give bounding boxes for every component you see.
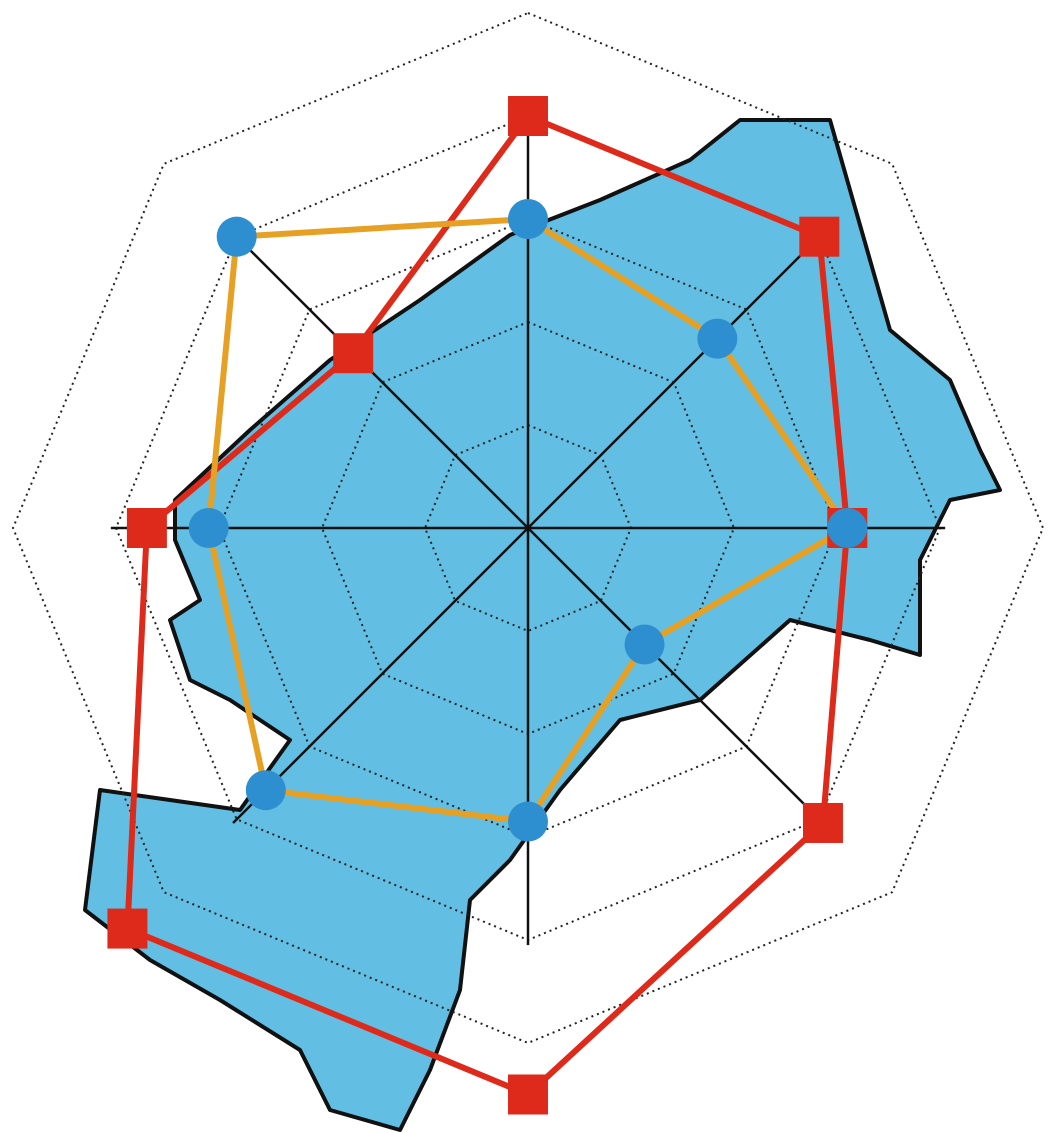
series-layer [107,96,868,1115]
marker [697,318,738,359]
marker [802,802,843,843]
marker [188,508,229,548]
spoke [527,527,824,824]
map-region [83,118,1002,1132]
spoke [527,232,824,529]
marker [827,508,868,548]
marker [216,216,257,257]
marker [508,1074,548,1115]
marker [508,801,548,842]
marker [624,624,665,665]
marker [799,216,840,257]
spoke [232,232,529,529]
marker [333,333,374,374]
marker [126,508,167,548]
marker [107,908,148,949]
marker [508,199,548,239]
spoke [232,527,529,824]
marker [245,770,286,811]
grid [11,11,1045,1045]
marker [508,96,548,136]
